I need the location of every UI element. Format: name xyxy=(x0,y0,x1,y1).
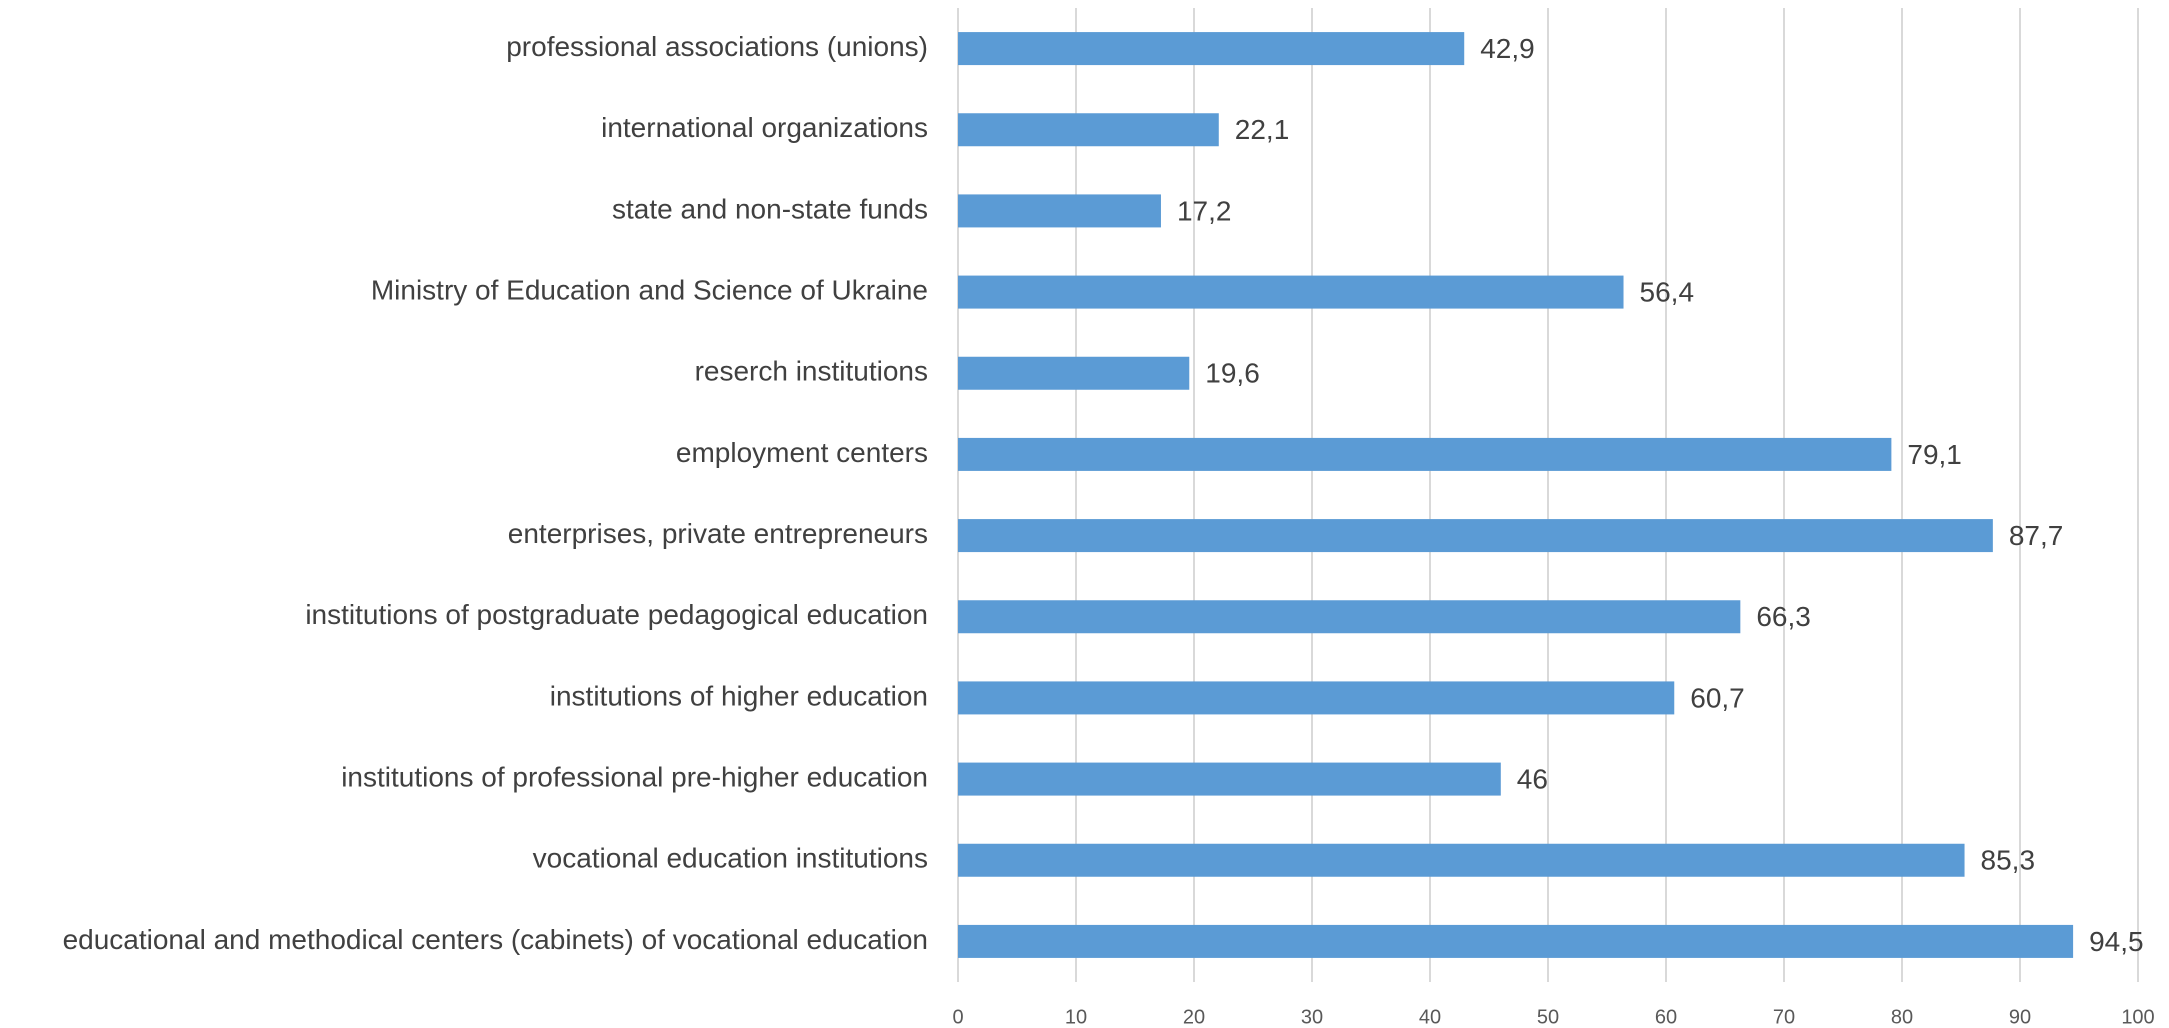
bar xyxy=(958,762,1501,796)
category-label: educational and methodical centers (cabi… xyxy=(63,924,928,955)
x-tick-label: 20 xyxy=(1183,1006,1205,1028)
data-label: 17,2 xyxy=(1177,195,1232,226)
bar xyxy=(958,194,1161,228)
x-tick-label: 50 xyxy=(1537,1006,1559,1028)
bar xyxy=(958,356,1190,390)
data-label: 42,9 xyxy=(1480,33,1535,64)
bar xyxy=(958,32,1465,66)
x-tick-label: 0 xyxy=(952,1006,963,1028)
data-label: 94,5 xyxy=(2089,926,2144,957)
data-label: 19,6 xyxy=(1205,358,1260,389)
bar xyxy=(958,681,1675,715)
category-label: institutions of professional pre-higher … xyxy=(341,761,928,792)
category-label: institutions of higher education xyxy=(550,680,928,711)
category-label: professional associations (unions) xyxy=(506,31,928,62)
bar xyxy=(958,600,1741,634)
data-label: 46 xyxy=(1517,763,1548,794)
category-label: employment centers xyxy=(676,437,928,468)
x-tick-label: 100 xyxy=(2121,1006,2154,1028)
category-label: reserch institutions xyxy=(695,356,928,387)
data-label: 66,3 xyxy=(1756,601,1811,632)
category-label: enterprises, private entrepreneurs xyxy=(508,518,928,549)
x-tick-label: 70 xyxy=(1773,1006,1795,1028)
category-label: state and non-state funds xyxy=(612,193,928,224)
x-tick-label: 10 xyxy=(1065,1006,1087,1028)
data-label: 85,3 xyxy=(1981,845,2036,876)
x-tick-label: 90 xyxy=(2009,1006,2031,1028)
data-label: 22,1 xyxy=(1235,114,1290,145)
category-label: vocational education institutions xyxy=(533,843,928,874)
data-label: 60,7 xyxy=(1690,682,1745,713)
category-label: international organizations xyxy=(601,112,928,143)
bar xyxy=(958,437,1892,471)
x-tick-label: 40 xyxy=(1419,1006,1441,1028)
data-label: 87,7 xyxy=(2009,520,2063,551)
x-tick-label: 30 xyxy=(1301,1006,1323,1028)
bar xyxy=(958,519,1993,553)
bar xyxy=(958,275,1624,309)
bar xyxy=(958,113,1219,147)
category-label: Ministry of Education and Science of Ukr… xyxy=(371,274,928,305)
category-label: institutions of postgraduate pedagogical… xyxy=(305,599,928,630)
data-label: 79,1 xyxy=(1907,439,1962,470)
bar xyxy=(958,843,1965,877)
x-tick-label: 80 xyxy=(1891,1006,1913,1028)
x-tick-label: 60 xyxy=(1655,1006,1677,1028)
bar xyxy=(958,924,2074,958)
data-label: 56,4 xyxy=(1640,276,1695,307)
